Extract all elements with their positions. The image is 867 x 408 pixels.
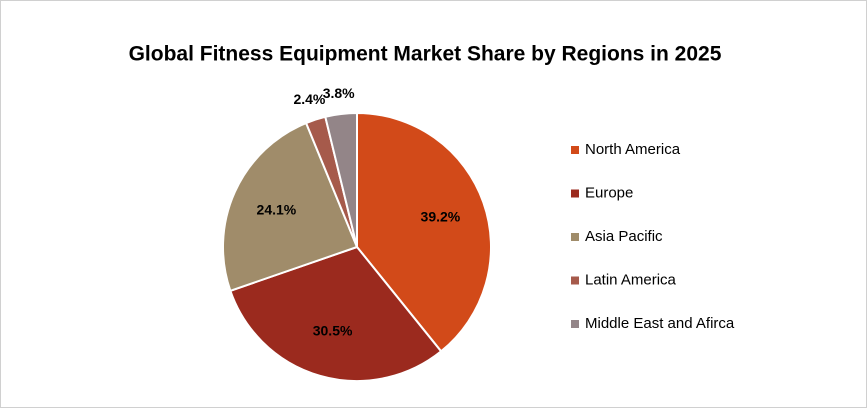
- chart-title: Global Fitness Equipment Market Share by…: [129, 43, 722, 66]
- legend-swatch: [571, 320, 579, 328]
- legend-swatch: [571, 146, 579, 154]
- legend-swatch: [571, 233, 579, 241]
- legend-swatch: [571, 276, 579, 285]
- legend-label: Middle East and Afirca: [585, 315, 735, 332]
- legend-label: Asia Pacific: [585, 228, 663, 245]
- legend-label: North America: [585, 141, 681, 158]
- data-label: 30.5%: [313, 323, 353, 339]
- data-label: 39.2%: [421, 208, 461, 224]
- pie-slice: [324, 111, 358, 248]
- pie-slice: [229, 245, 443, 382]
- legend-label: Europe: [585, 184, 633, 201]
- legend-swatch: [571, 189, 579, 198]
- data-label: 2.4%: [293, 91, 325, 107]
- data-label: 24.1%: [257, 201, 297, 217]
- legend-label: Latin America: [585, 271, 677, 288]
- pie-slice: [222, 121, 359, 293]
- data-label: 3.8%: [323, 85, 355, 101]
- pie-slice: [356, 111, 492, 353]
